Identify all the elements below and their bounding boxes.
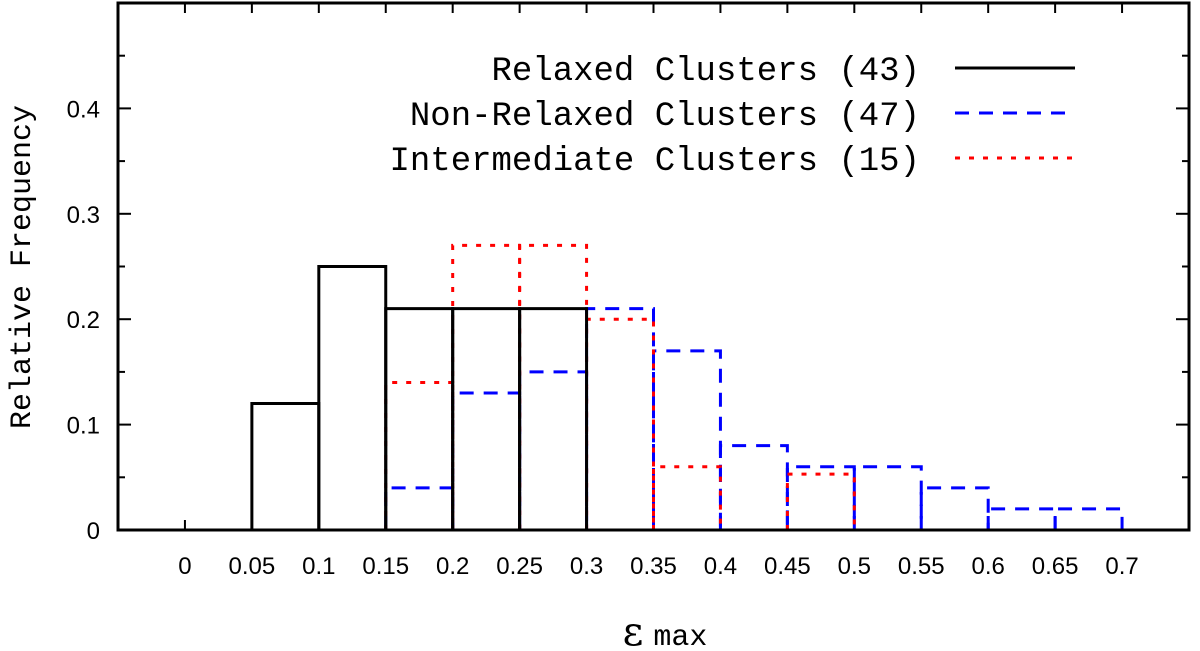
series-solid: [250, 265, 589, 530]
x-tick-label: 0.65: [1032, 553, 1079, 580]
x-tick-label: 0.05: [229, 553, 276, 580]
x-tick-label: 0.2: [436, 553, 469, 580]
series-dashed: [384, 307, 1124, 530]
histogram-bar: [785, 472, 856, 530]
x-tick-label: 0.3: [570, 553, 603, 580]
y-tick-label: 0: [87, 518, 100, 545]
x-tick-label: 0.25: [496, 553, 543, 580]
legend-label: Non-Relaxed Clusters (47): [410, 98, 920, 136]
histogram-bar: [852, 465, 923, 530]
series-dotted: [384, 243, 856, 530]
histogram-bar: [518, 307, 589, 530]
histogram-bar: [518, 243, 589, 530]
histogram-bar: [384, 380, 455, 530]
x-tick-label: 0.55: [898, 553, 945, 580]
histogram-bar: [652, 465, 722, 530]
y-tick-label: 0.3: [67, 202, 100, 229]
x-tick-label: 0: [178, 553, 191, 580]
y-axis-label: Relative Frequency: [6, 105, 40, 429]
x-tick-label: 0.45: [764, 553, 811, 580]
x-tick-label: 0.4: [704, 553, 737, 580]
x-tick-label: 0.6: [972, 553, 1005, 580]
legend: Relaxed Clusters (43) Non-Relaxed Cluster…: [390, 53, 1075, 181]
histogram-bar: [451, 391, 522, 530]
x-tick-label: 0.15: [362, 553, 409, 580]
histogram-bar: [451, 243, 522, 530]
histogram-bar: [518, 370, 589, 530]
legend-label: Intermediate Clusters (15): [390, 143, 921, 181]
histogram-bar: [718, 444, 789, 530]
histogram-bar: [384, 307, 455, 530]
legend-label: Relaxed Clusters (43): [492, 53, 920, 91]
x-tick-label: 0.35: [630, 553, 677, 580]
histogram-bar: [986, 507, 1057, 530]
histogram-bar: [317, 265, 388, 530]
y-tick-label: 0.2: [67, 307, 100, 334]
x-tick-label: 0.7: [1105, 553, 1138, 580]
x-axis-label-symbol: ε: [623, 609, 644, 651]
x-tick-label: 0.1: [302, 553, 335, 580]
histogram-bar: [919, 486, 990, 530]
histogram-bar: [585, 317, 655, 530]
histogram-bars: [250, 243, 1124, 530]
y-tick-label: 0.4: [67, 96, 100, 123]
x-tick-labels: 0 0.05 0.1 0.15 0.2 0.25 0.3 0.35 0.4 0.45 0.5 0.55…: [178, 553, 1138, 580]
x-axis-label: ε max: [623, 609, 708, 651]
y-tick-label: 0.1: [67, 413, 100, 440]
x-axis-label-suffix: max: [653, 621, 707, 651]
histogram-bar: [1053, 507, 1124, 530]
x-tick-label: 0.5: [838, 553, 871, 580]
histogram-bar: [785, 465, 856, 530]
y-tick-labels: 0 0.1 0.2 0.3 0.4: [67, 96, 100, 545]
histogram-bar: [451, 307, 522, 530]
histogram-bar: [585, 307, 655, 530]
histogram-bar: [250, 402, 321, 530]
histogram-bar: [384, 486, 455, 530]
histogram-bar: [652, 349, 722, 530]
plot-frame: [116, 1, 1191, 532]
